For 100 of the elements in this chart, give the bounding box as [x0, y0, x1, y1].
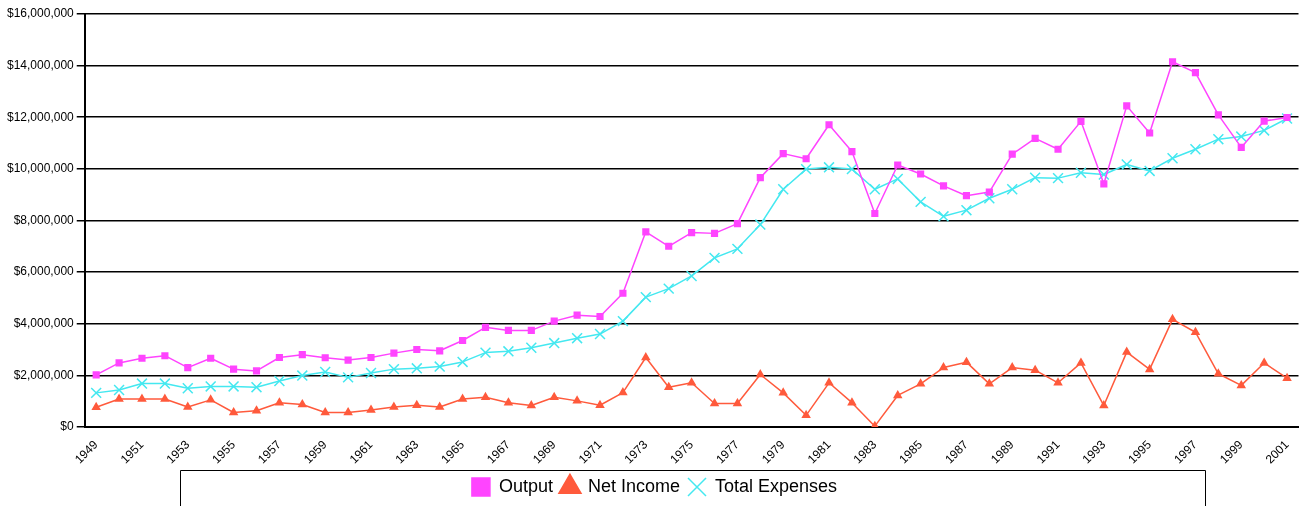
y-tick-label: $2,000,000 [13, 367, 75, 382]
point [435, 402, 444, 410]
point [1123, 102, 1131, 110]
point [1237, 143, 1245, 152]
point [1121, 158, 1133, 171]
point [320, 407, 330, 416]
point [207, 354, 215, 362]
point [182, 382, 194, 394]
point [1008, 362, 1017, 371]
y-tick-label: $10,000,000 [7, 161, 75, 176]
point [550, 317, 558, 325]
point [708, 252, 721, 264]
point [756, 174, 764, 182]
point [1030, 365, 1040, 373]
point [275, 353, 283, 362]
point [1166, 152, 1179, 164]
point [412, 400, 422, 409]
point [273, 375, 286, 387]
y-tick-label: $8,000,000 [13, 212, 75, 227]
point [823, 161, 835, 173]
point [848, 147, 856, 156]
point [479, 346, 492, 359]
point [756, 369, 765, 378]
point [389, 402, 399, 410]
point [1282, 373, 1292, 381]
point [801, 410, 811, 419]
point [365, 367, 377, 379]
point [893, 390, 902, 399]
point [388, 363, 400, 375]
point [319, 366, 331, 378]
point [916, 379, 925, 387]
point [594, 328, 606, 340]
point [136, 377, 148, 390]
point [413, 345, 421, 354]
point [527, 326, 535, 334]
point [894, 161, 902, 169]
point [892, 173, 904, 185]
point [825, 121, 833, 129]
point [779, 150, 787, 158]
point [937, 210, 950, 223]
point [1100, 180, 1108, 188]
point [618, 387, 628, 396]
point [160, 394, 170, 402]
point [1098, 168, 1110, 181]
point [939, 182, 948, 190]
point [1076, 358, 1086, 366]
point [342, 371, 354, 384]
point [366, 405, 376, 413]
point [1143, 165, 1156, 177]
point [914, 196, 927, 208]
point [459, 336, 467, 345]
point [113, 384, 125, 396]
point [436, 347, 444, 355]
point [390, 349, 398, 357]
point [1189, 143, 1202, 155]
point [252, 405, 261, 414]
point [1075, 167, 1087, 179]
point [184, 364, 192, 372]
point [1237, 380, 1246, 389]
point [688, 229, 696, 237]
point [871, 209, 879, 218]
point [985, 188, 993, 196]
point [91, 402, 101, 411]
point [137, 394, 147, 402]
point [571, 332, 583, 344]
point [1259, 358, 1269, 366]
point [962, 357, 971, 365]
point [1214, 369, 1223, 377]
point [275, 397, 284, 406]
point [664, 382, 673, 390]
point [411, 362, 423, 375]
point [525, 342, 538, 354]
point [298, 399, 307, 408]
point [1031, 134, 1039, 142]
point [1168, 314, 1177, 323]
point [204, 380, 217, 393]
legend-label: Total Expenses [715, 475, 838, 496]
point [733, 219, 741, 228]
point [252, 367, 261, 375]
point [687, 378, 696, 386]
point [92, 371, 100, 379]
point [962, 192, 971, 200]
point [1191, 69, 1200, 77]
point [343, 407, 353, 416]
point [917, 170, 925, 178]
point [458, 394, 467, 402]
point [779, 388, 788, 396]
point [159, 377, 171, 390]
point [939, 362, 948, 371]
point [481, 323, 490, 331]
point [869, 183, 881, 195]
point [504, 326, 512, 334]
point [138, 354, 146, 362]
y-tick-label: $12,000,000 [7, 109, 75, 124]
y-tick-label: $0 [60, 419, 75, 434]
point [641, 352, 651, 361]
point [985, 379, 994, 387]
point [1052, 172, 1064, 184]
y-tick-label: $14,000,000 [7, 57, 75, 72]
point [733, 398, 742, 407]
